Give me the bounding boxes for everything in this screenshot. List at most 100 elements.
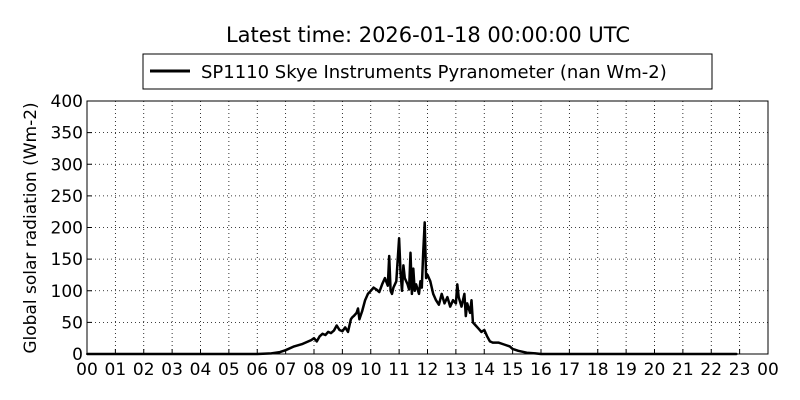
data-point <box>355 311 358 314</box>
y-tick-label: 350 <box>51 124 83 144</box>
data-point <box>310 339 313 342</box>
data-point <box>474 324 477 327</box>
data-point <box>392 286 395 289</box>
data-point <box>511 347 514 350</box>
data-point <box>466 302 469 305</box>
data-point <box>327 330 330 333</box>
y-axis-ticks: 0 50 100 150 200 250 300 350 400 <box>51 92 92 365</box>
x-tick-label: 00 <box>757 360 779 380</box>
data-point <box>321 332 324 335</box>
x-tick-label: 12 <box>417 360 439 380</box>
data-point <box>366 292 369 295</box>
legend-label: SP1110 Skye Instruments Pyranometer (nan… <box>201 62 667 83</box>
legend: SP1110 Skye Instruments Pyranometer (nan… <box>142 53 713 90</box>
series-points <box>86 221 738 355</box>
data-point <box>419 280 422 283</box>
data-point <box>375 288 378 291</box>
data-point <box>426 273 429 276</box>
plot-frame <box>86 100 769 355</box>
y-tick-label: 100 <box>51 282 83 302</box>
data-point <box>491 341 494 344</box>
data-point <box>361 309 364 312</box>
y-tick-label: 150 <box>51 250 83 270</box>
x-tick-label: 02 <box>133 360 155 380</box>
data-point <box>278 351 281 354</box>
data-point <box>315 340 318 343</box>
data-point <box>388 254 391 257</box>
data-point <box>284 349 287 352</box>
series-line-pyranometer <box>87 221 737 356</box>
x-tick-label: 11 <box>388 360 410 380</box>
x-tick-label: 15 <box>502 360 524 380</box>
data-point <box>400 289 403 292</box>
x-tick-label: 06 <box>246 360 268 380</box>
data-point <box>395 280 398 283</box>
data-point <box>335 324 338 327</box>
data-point <box>332 329 335 332</box>
data-point <box>409 251 412 254</box>
data-point <box>446 296 449 299</box>
x-tick-label: 22 <box>700 360 722 380</box>
y-tick-label: 400 <box>51 92 83 112</box>
data-point <box>449 305 452 308</box>
x-tick-label: 23 <box>729 360 751 380</box>
data-point <box>412 267 415 270</box>
x-tick-label: 07 <box>275 360 297 380</box>
data-point <box>415 283 418 286</box>
data-point <box>378 291 381 294</box>
x-tick-label: 13 <box>445 360 467 380</box>
data-point <box>391 292 394 295</box>
data-point <box>471 321 474 324</box>
data-point <box>344 326 347 329</box>
x-tick-label: 09 <box>332 360 354 380</box>
data-point <box>435 299 438 302</box>
x-tick-label: 19 <box>615 360 637 380</box>
y-tick-label: 200 <box>51 219 83 239</box>
x-tick-label: 21 <box>672 360 694 380</box>
legend-box <box>142 53 713 90</box>
data-point <box>364 299 367 302</box>
data-point <box>464 315 467 318</box>
data-point <box>293 345 296 348</box>
data-point <box>356 307 359 310</box>
data-point <box>330 332 333 335</box>
data-point <box>410 292 413 295</box>
grid <box>87 101 768 354</box>
data-point <box>488 340 491 343</box>
x-tick-label: 00 <box>76 360 98 380</box>
x-tick-label: 08 <box>303 360 325 380</box>
data-point <box>413 289 416 292</box>
y-tick-label: 50 <box>61 313 83 333</box>
data-point <box>422 251 425 254</box>
data-point <box>517 349 520 352</box>
data-point <box>352 315 355 318</box>
x-tick-label: 14 <box>473 360 495 380</box>
data-point <box>469 311 472 314</box>
data-point <box>443 302 446 305</box>
data-point <box>508 345 511 348</box>
data-point <box>381 283 384 286</box>
data-point <box>429 280 432 283</box>
data-point <box>389 289 392 292</box>
data-point <box>341 330 344 333</box>
data-point <box>324 334 327 337</box>
data-point <box>338 328 341 331</box>
data-point <box>525 351 528 354</box>
x-tick-label: 17 <box>559 360 581 380</box>
data-point <box>497 341 500 344</box>
y-tick-label: 300 <box>51 155 83 175</box>
data-point <box>347 330 350 333</box>
x-tick-label: 01 <box>105 360 127 380</box>
data-point <box>399 270 402 273</box>
data-point <box>369 289 372 292</box>
data-point <box>301 342 304 345</box>
data-point <box>457 296 460 299</box>
data-point <box>420 286 423 289</box>
data-point <box>483 328 486 331</box>
data-point <box>425 277 428 280</box>
data-point <box>417 292 420 295</box>
data-point <box>503 343 506 346</box>
data-point <box>477 327 480 330</box>
x-tick-label: 03 <box>161 360 183 380</box>
